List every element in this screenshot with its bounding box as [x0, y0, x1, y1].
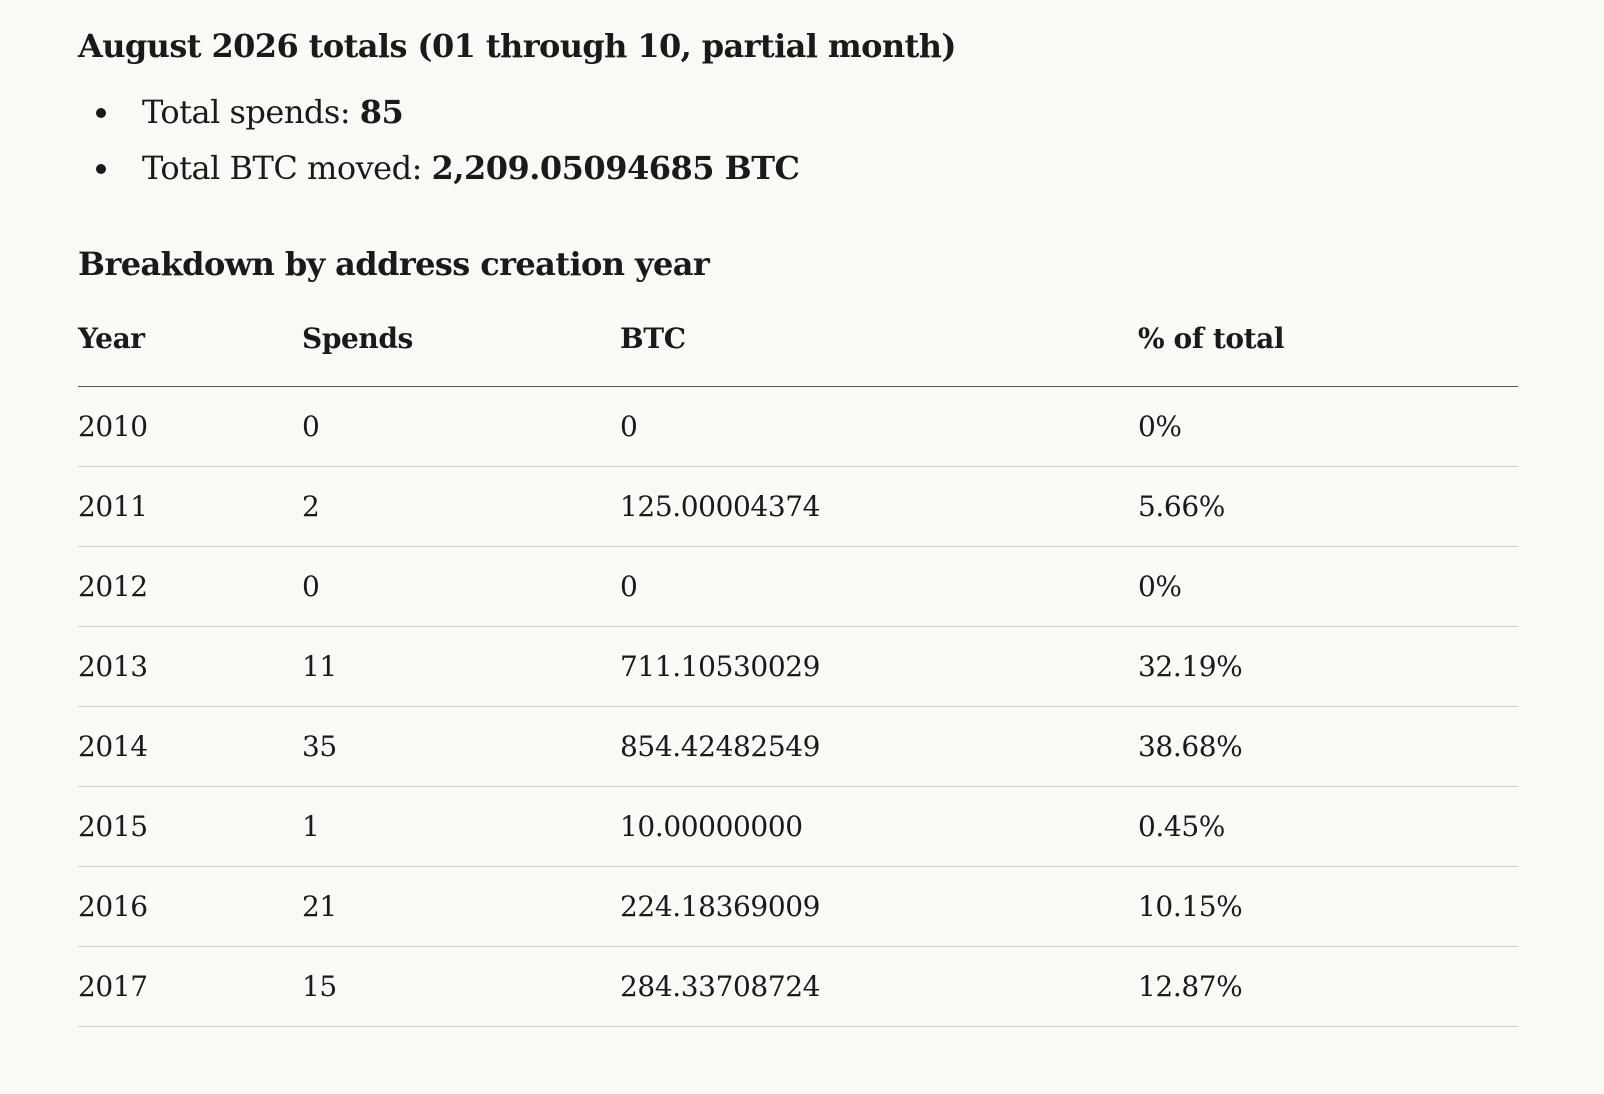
cell-btc: 284.33708724	[620, 947, 1138, 1027]
header-btc: BTC	[620, 322, 1138, 387]
cell-year: 2017	[78, 947, 302, 1027]
breakdown-table: Year Spends BTC % of total 2010 0 0 0% 2…	[78, 322, 1518, 1027]
total-btc-value: 2,209.05094685 BTC	[432, 149, 800, 187]
cell-spends: 0	[302, 387, 620, 467]
cell-percent: 0.45%	[1138, 787, 1518, 867]
cell-percent: 38.68%	[1138, 707, 1518, 787]
cell-spends: 11	[302, 627, 620, 707]
cell-year: 2010	[78, 387, 302, 467]
table-header-row: Year Spends BTC % of total	[78, 322, 1518, 387]
cell-btc: 854.42482549	[620, 707, 1138, 787]
total-btc-label: Total BTC moved:	[142, 149, 432, 187]
cell-percent: 12.87%	[1138, 947, 1518, 1027]
breakdown-heading: Breakdown by address creation year	[78, 240, 1518, 288]
header-percent: % of total	[1138, 322, 1518, 387]
totals-list: Total spends: 85 Total BTC moved: 2,209.…	[78, 84, 1518, 196]
table-row: 2011 2 125.00004374 5.66%	[78, 467, 1518, 547]
cell-spends: 2	[302, 467, 620, 547]
cell-percent: 10.15%	[1138, 867, 1518, 947]
document-content: August 2026 totals (01 through 10, parti…	[78, 22, 1518, 1027]
list-item-total-spends: Total spends: 85	[78, 84, 1518, 140]
cell-btc: 125.00004374	[620, 467, 1138, 547]
cell-percent: 0%	[1138, 547, 1518, 627]
cell-percent: 32.19%	[1138, 627, 1518, 707]
cell-btc: 0	[620, 387, 1138, 467]
cell-year: 2011	[78, 467, 302, 547]
table-row: 2013 11 711.10530029 32.19%	[78, 627, 1518, 707]
cell-spends: 21	[302, 867, 620, 947]
bullet-icon	[96, 108, 106, 118]
header-year: Year	[78, 322, 302, 387]
cell-btc: 0	[620, 547, 1138, 627]
table-row: 2012 0 0 0%	[78, 547, 1518, 627]
cell-spends: 35	[302, 707, 620, 787]
table-row: 2016 21 224.18369009 10.15%	[78, 867, 1518, 947]
cell-btc: 10.00000000	[620, 787, 1138, 867]
bullet-icon	[96, 164, 106, 174]
cell-year: 2016	[78, 867, 302, 947]
total-spends-label: Total spends:	[142, 93, 360, 131]
cell-spends: 1	[302, 787, 620, 867]
table-row: 2010 0 0 0%	[78, 387, 1518, 467]
cell-btc: 224.18369009	[620, 867, 1138, 947]
cell-year: 2015	[78, 787, 302, 867]
header-spends: Spends	[302, 322, 620, 387]
table-row: 2014 35 854.42482549 38.68%	[78, 707, 1518, 787]
table-row: 2017 15 284.33708724 12.87%	[78, 947, 1518, 1027]
cell-btc: 711.10530029	[620, 627, 1138, 707]
list-item-total-btc: Total BTC moved: 2,209.05094685 BTC	[78, 140, 1518, 196]
cell-year: 2013	[78, 627, 302, 707]
total-spends-value: 85	[360, 93, 404, 131]
cell-year: 2014	[78, 707, 302, 787]
cell-year: 2012	[78, 547, 302, 627]
cell-spends: 0	[302, 547, 620, 627]
table-row: 2015 1 10.00000000 0.45%	[78, 787, 1518, 867]
cell-percent: 5.66%	[1138, 467, 1518, 547]
cell-percent: 0%	[1138, 387, 1518, 467]
totals-heading: August 2026 totals (01 through 10, parti…	[78, 22, 1518, 70]
cell-spends: 15	[302, 947, 620, 1027]
